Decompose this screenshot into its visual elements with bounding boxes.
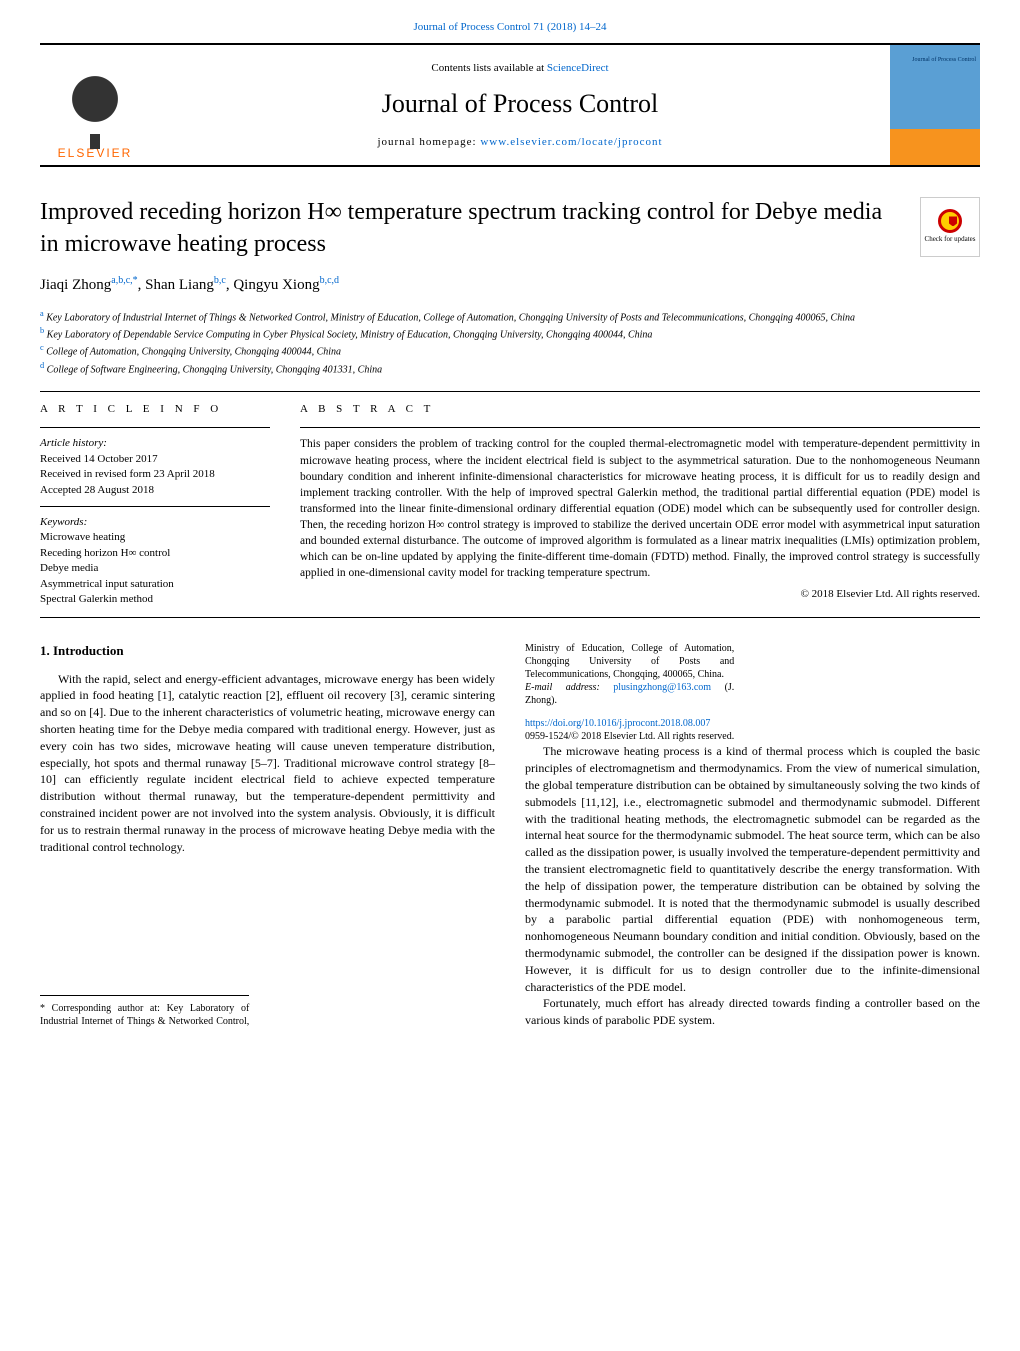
abstract-copyright: © 2018 Elsevier Ltd. All rights reserved… xyxy=(300,587,980,602)
history-label: Article history: xyxy=(40,436,270,451)
email-line: E-mail address: plusingzhong@163.com (J.… xyxy=(525,681,734,707)
journal-cover-thumbnail: Journal of Process Control xyxy=(890,45,980,165)
divider xyxy=(40,391,980,392)
keyword-2: Debye media xyxy=(40,561,270,576)
homepage-link[interactable]: www.elsevier.com/locate/jprocont xyxy=(480,136,662,148)
doi-link[interactable]: https://doi.org/10.1016/j.jprocont.2018.… xyxy=(525,718,710,729)
keyword-4: Spectral Galerkin method xyxy=(40,592,270,607)
authors-line: Jiaqi Zhonga,b,c,*, Shan Liangb,c, Qingy… xyxy=(40,274,980,296)
email-link[interactable]: plusingzhong@163.com xyxy=(613,682,711,693)
affil-b: b Key Laboratory of Dependable Service C… xyxy=(40,325,980,342)
affiliations: a Key Laboratory of Industrial Internet … xyxy=(40,308,980,377)
doi-line: https://doi.org/10.1016/j.jprocont.2018.… xyxy=(525,717,734,730)
affil-c: c College of Automation, Chongqing Unive… xyxy=(40,342,980,359)
divider xyxy=(40,506,270,507)
body-columns: 1. Introduction With the rapid, select a… xyxy=(40,642,980,1029)
abstract-text: This paper considers the problem of trac… xyxy=(300,436,980,581)
check-updates-label: Check for updates xyxy=(925,235,976,245)
accepted-date: Accepted 28 August 2018 xyxy=(40,483,270,498)
elsevier-logo: ELSEVIER xyxy=(40,45,150,165)
section-1-heading: 1. Introduction xyxy=(40,642,495,660)
header-center: Contents lists available at ScienceDirec… xyxy=(150,51,890,160)
cover-label: Journal of Process Control xyxy=(912,57,976,64)
keyword-3: Asymmetrical input saturation xyxy=(40,577,270,592)
affil-d: d College of Software Engineering, Chong… xyxy=(40,360,980,377)
article-info-heading: A R T I C L E I N F O xyxy=(40,402,270,417)
article-title: Improved receding horizon H∞ temperature… xyxy=(40,197,900,259)
journal-header: ELSEVIER Contents lists available at Sci… xyxy=(40,43,980,167)
issn-line: 0959-1524/© 2018 Elsevier Ltd. All right… xyxy=(525,730,734,743)
divider xyxy=(40,617,980,618)
contents-prefix: Contents lists available at xyxy=(431,62,546,74)
journal-title: Journal of Process Control xyxy=(160,86,880,122)
author-3-affil: b,c,d xyxy=(320,275,339,286)
keywords-label: Keywords: xyxy=(40,515,270,530)
author-3: Qingyu Xiong xyxy=(233,277,319,293)
author-2: Shan Liang xyxy=(145,277,214,293)
info-abstract-row: A R T I C L E I N F O Article history: R… xyxy=(40,402,980,607)
crossmark-icon xyxy=(938,209,962,233)
article-info-column: A R T I C L E I N F O Article history: R… xyxy=(40,402,270,607)
article-header: Improved receding horizon H∞ temperature… xyxy=(40,197,980,273)
author-1-affil: a,b,c,* xyxy=(111,275,137,286)
affil-a: a Key Laboratory of Industrial Internet … xyxy=(40,308,980,325)
paragraph-2: The microwave heating process is a kind … xyxy=(525,743,980,995)
divider xyxy=(40,427,270,428)
journal-ref-link[interactable]: Journal of Process Control 71 (2018) 14–… xyxy=(413,21,606,33)
abstract-heading: A B S T R A C T xyxy=(300,402,980,417)
elsevier-tree-icon xyxy=(55,59,135,139)
divider xyxy=(300,427,980,428)
check-updates-badge[interactable]: Check for updates xyxy=(920,197,980,257)
paragraph-3: Fortunately, much effort has already dir… xyxy=(525,995,980,1029)
homepage-prefix: journal homepage: xyxy=(377,136,480,148)
abstract-column: A B S T R A C T This paper considers the… xyxy=(300,402,980,607)
keyword-1: Receding horizon H∞ control xyxy=(40,546,270,561)
author-1: Jiaqi Zhong xyxy=(40,277,111,293)
journal-reference: Journal of Process Control 71 (2018) 14–… xyxy=(40,20,980,35)
paragraph-1: With the rapid, select and energy-effici… xyxy=(40,671,495,856)
revised-date: Received in revised form 23 April 2018 xyxy=(40,467,270,482)
homepage-line: journal homepage: www.elsevier.com/locat… xyxy=(160,135,880,150)
author-2-affil: b,c xyxy=(214,275,226,286)
sciencedirect-link[interactable]: ScienceDirect xyxy=(547,62,609,74)
contents-line: Contents lists available at ScienceDirec… xyxy=(160,61,880,76)
email-label: E-mail address: xyxy=(525,682,613,693)
received-date: Received 14 October 2017 xyxy=(40,452,270,467)
keyword-0: Microwave heating xyxy=(40,530,270,545)
